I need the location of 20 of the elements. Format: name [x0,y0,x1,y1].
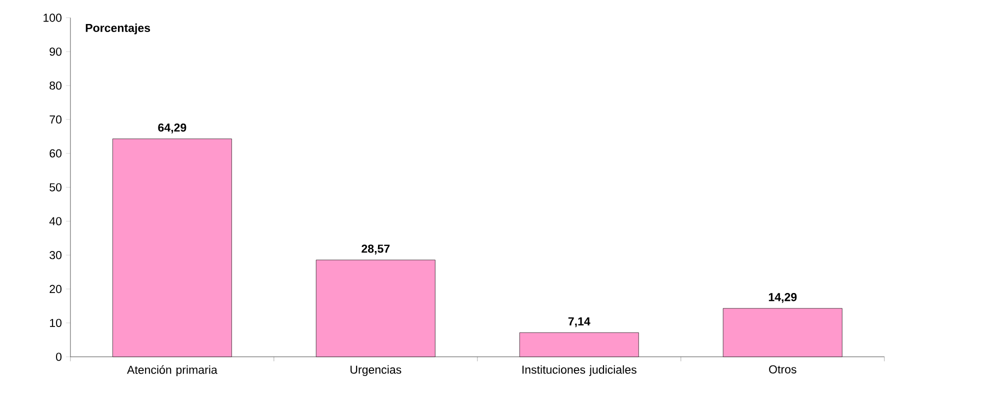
data-label: 14,29 [768,293,797,304]
y-tick-label: 100 [44,14,62,22]
data-label: 28,57 [362,244,390,255]
x-tick-label: Instituciones judiciales [522,366,636,376]
y-tick-label: 20 [50,285,62,294]
y-tick-label: 0 [56,352,62,362]
y-tick-label: 90 [50,48,62,56]
x-tick-label: Atención primaria [126,366,218,376]
y-tick-label: 10 [50,319,62,328]
y-tick-label: 50 [50,183,62,192]
data-label: 7,14 [568,318,590,328]
y-tick-label: 30 [50,251,62,260]
x-tick-label: Otros [769,366,796,374]
x-tick-label: Urgencias [350,366,402,376]
y-tick-label: 70 [50,116,62,124]
y-tick-label: 40 [49,217,62,226]
y-axis-title: Porcentajes [86,24,150,35]
y-tick-label: 60 [50,150,62,158]
y-tick-label: 80 [50,82,62,90]
data-label: 64,29 [158,124,186,134]
